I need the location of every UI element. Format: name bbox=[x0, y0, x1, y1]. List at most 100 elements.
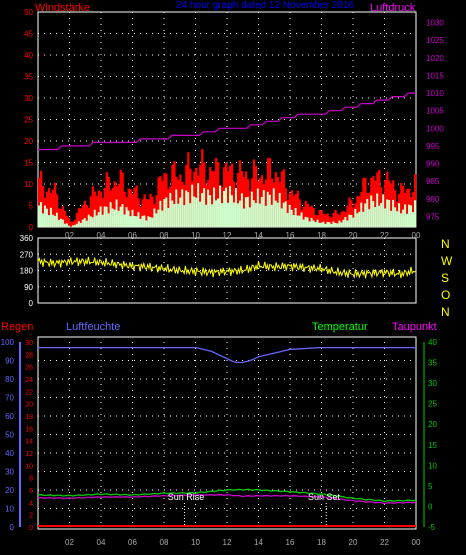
compass-n-top: N bbox=[441, 237, 450, 251]
gust-bar bbox=[97, 190, 100, 227]
gust-bar bbox=[358, 196, 361, 227]
avg-bar bbox=[185, 190, 188, 227]
avg-bar bbox=[368, 209, 371, 227]
gust-bar bbox=[324, 214, 327, 227]
avg-bar bbox=[284, 201, 287, 227]
pressure-tick-label: 1025 bbox=[426, 36, 444, 45]
gust-bar bbox=[326, 213, 329, 227]
gust-bar bbox=[187, 152, 190, 227]
luftfeuchte-label: Luftfeuchte bbox=[66, 321, 120, 333]
x-tick-label: 00 bbox=[412, 538, 421, 547]
x-tick-label: 04 bbox=[97, 538, 106, 547]
gust-bar bbox=[292, 195, 295, 227]
gust-bar bbox=[51, 189, 55, 227]
avg-bar bbox=[105, 206, 108, 227]
avg-bar bbox=[181, 189, 184, 227]
avg-bar bbox=[404, 204, 407, 227]
gust-bar bbox=[330, 217, 333, 227]
humidity-tick-label: 30 bbox=[5, 468, 14, 477]
gust-bar bbox=[270, 178, 274, 227]
avg-bar bbox=[163, 199, 166, 227]
avg-bar bbox=[306, 217, 309, 227]
avg-bar bbox=[175, 189, 178, 227]
pressure-line bbox=[38, 92, 416, 151]
gust-bar bbox=[412, 192, 415, 227]
avg-bar bbox=[127, 210, 130, 227]
direction-grid bbox=[38, 238, 417, 303]
rain-tick-label: 12 bbox=[25, 451, 33, 458]
x-tick-label: 18 bbox=[317, 231, 326, 240]
avg-bar bbox=[197, 183, 200, 227]
x-tick-label: 06 bbox=[128, 231, 137, 240]
gust-bar bbox=[400, 182, 403, 227]
avg-bar bbox=[366, 199, 369, 227]
x-tick-label: 22 bbox=[380, 538, 389, 547]
x-tick-label: 10 bbox=[191, 538, 200, 547]
gust-bar bbox=[75, 212, 79, 227]
avg-bar bbox=[234, 187, 238, 227]
rain-tick-label: 6 bbox=[29, 488, 33, 495]
avg-bar bbox=[354, 208, 357, 227]
humidity-tick-label: 20 bbox=[5, 486, 14, 495]
x-tick-label: 10 bbox=[191, 231, 200, 240]
gust-bar bbox=[39, 170, 43, 227]
gust-bar bbox=[65, 215, 69, 227]
gust-bar bbox=[348, 197, 351, 227]
rain-tick-label: 24 bbox=[25, 377, 33, 384]
gust-bar bbox=[157, 177, 160, 227]
x-tick-label: 20 bbox=[349, 538, 358, 547]
direction-line bbox=[37, 256, 417, 280]
sun-rise-label: Sun Rise bbox=[168, 492, 205, 502]
gust-bar bbox=[141, 199, 144, 227]
avg-bar bbox=[137, 212, 140, 227]
gust-bar bbox=[328, 216, 331, 227]
temp-tick-label: 40 bbox=[428, 338, 437, 347]
avg-bar bbox=[296, 215, 299, 227]
avg-bar bbox=[408, 204, 411, 227]
avg-bar bbox=[374, 207, 377, 227]
regen-label: Regen bbox=[1, 321, 33, 333]
rain-tick-label: 8 bbox=[29, 476, 33, 483]
gust-bar bbox=[177, 179, 180, 227]
avg-bar bbox=[330, 223, 333, 227]
gust-bar bbox=[149, 193, 152, 227]
avg-bar bbox=[113, 209, 116, 227]
avg-bar bbox=[314, 222, 317, 227]
avg-bar bbox=[242, 208, 246, 227]
avg-bar bbox=[378, 205, 381, 227]
gust-bar bbox=[71, 221, 75, 227]
gust-bar bbox=[378, 169, 381, 227]
avg-bar bbox=[153, 208, 156, 227]
avg-bar bbox=[348, 214, 351, 227]
avg-bar bbox=[244, 197, 248, 227]
avg-bar bbox=[179, 197, 182, 227]
gust-bar bbox=[402, 185, 405, 227]
rain-tick-label: 22 bbox=[25, 389, 33, 396]
avg-bar bbox=[294, 208, 297, 227]
avg-bar bbox=[342, 219, 345, 227]
avg-bar bbox=[109, 202, 112, 227]
temp-tick-label: 30 bbox=[428, 379, 437, 388]
gust-bar bbox=[282, 169, 285, 227]
gust-bar bbox=[352, 207, 355, 227]
avg-bar bbox=[79, 222, 83, 227]
temp-tick-label: -5 bbox=[428, 523, 436, 532]
avg-bar bbox=[280, 208, 284, 227]
avg-bar bbox=[344, 217, 347, 227]
gust-bar bbox=[336, 213, 339, 227]
avg-bar bbox=[232, 202, 236, 227]
avg-bar bbox=[300, 212, 303, 227]
avg-bar bbox=[203, 188, 206, 227]
avg-bar bbox=[43, 205, 47, 227]
wind-tick-label: 10 bbox=[24, 180, 33, 189]
gust-bar bbox=[386, 171, 389, 227]
gust-bar bbox=[302, 206, 305, 227]
temp-series bbox=[37, 346, 417, 527]
tick-labels: 0510152025303540455097598098599099510001… bbox=[1, 8, 445, 547]
avg-bar bbox=[414, 200, 417, 227]
gust-bar bbox=[81, 205, 85, 227]
compass-n-bottom: N bbox=[441, 305, 450, 319]
humidity-tick-label: 40 bbox=[5, 449, 14, 458]
avg-bar bbox=[364, 203, 367, 227]
gust-bar bbox=[384, 180, 387, 227]
